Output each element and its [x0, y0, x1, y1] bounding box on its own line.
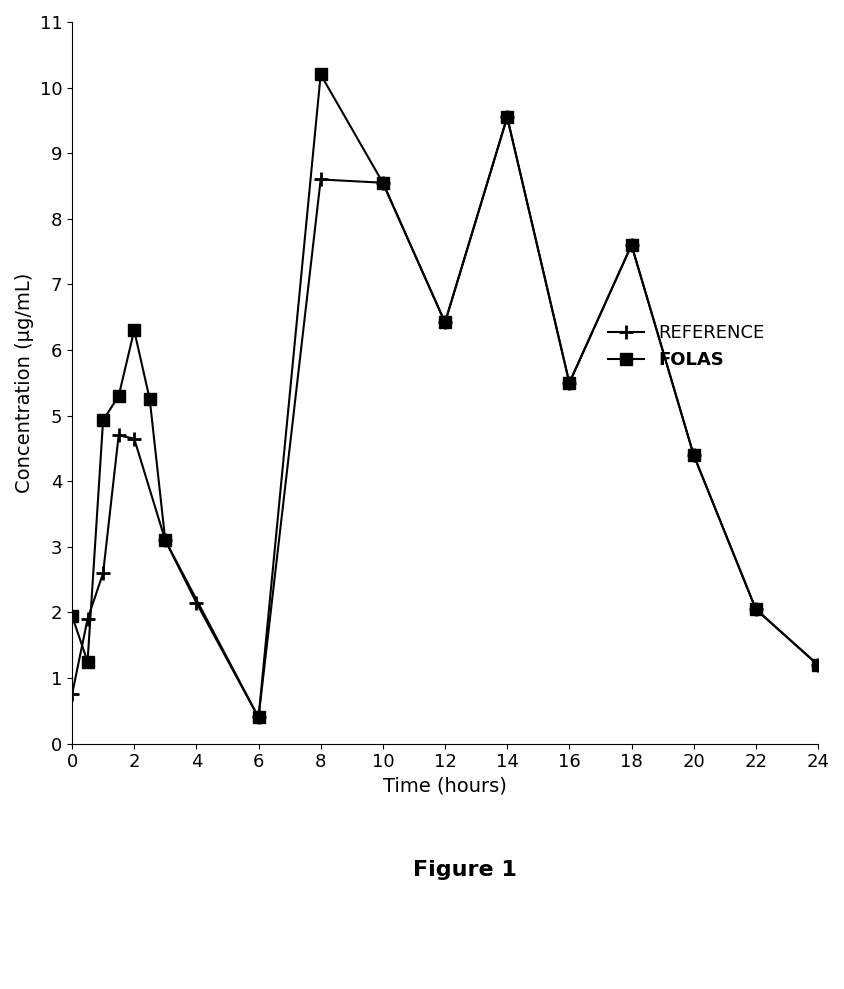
FOLAS [626, 239, 636, 251]
FOLAS [316, 68, 326, 80]
REFERENCE [750, 603, 760, 615]
Text: Figure 1: Figure 1 [412, 860, 517, 880]
Line: REFERENCE: REFERENCE [65, 110, 825, 724]
Y-axis label: Concentration (μg/mL): Concentration (μg/mL) [15, 273, 34, 494]
FOLAS [564, 377, 574, 389]
FOLAS [129, 324, 139, 336]
REFERENCE [98, 567, 108, 579]
FOLAS [67, 610, 77, 622]
X-axis label: Time (hours): Time (hours) [383, 777, 506, 796]
REFERENCE [113, 429, 123, 441]
REFERENCE [83, 613, 93, 625]
FOLAS [98, 414, 108, 426]
FOLAS [160, 534, 170, 546]
FOLAS [688, 449, 698, 461]
REFERENCE [377, 177, 387, 189]
REFERENCE [67, 688, 77, 700]
FOLAS [253, 711, 263, 723]
Legend: REFERENCE, FOLAS: REFERENCE, FOLAS [600, 317, 771, 377]
REFERENCE [129, 432, 139, 444]
REFERENCE [316, 173, 326, 185]
REFERENCE [440, 316, 450, 328]
Line: FOLAS: FOLAS [67, 69, 823, 723]
REFERENCE [813, 659, 823, 671]
FOLAS [83, 656, 93, 668]
FOLAS [113, 390, 123, 402]
FOLAS [144, 394, 154, 405]
REFERENCE [502, 111, 512, 123]
FOLAS [440, 316, 450, 328]
REFERENCE [688, 449, 698, 461]
REFERENCE [626, 239, 636, 251]
FOLAS [813, 659, 823, 671]
REFERENCE [160, 534, 170, 546]
FOLAS [377, 177, 387, 189]
FOLAS [750, 603, 760, 615]
REFERENCE [253, 711, 263, 723]
REFERENCE [192, 596, 202, 608]
FOLAS [502, 111, 512, 123]
REFERENCE [564, 377, 574, 389]
